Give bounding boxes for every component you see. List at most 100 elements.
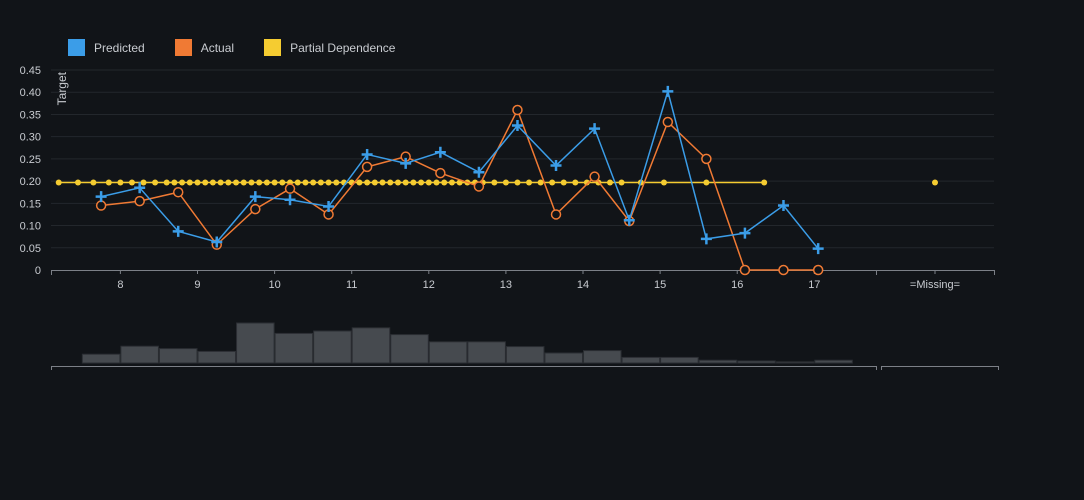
y-tick-label: 0.20 xyxy=(20,176,41,188)
partial-dependence-point xyxy=(248,179,255,186)
predicted-point xyxy=(623,214,635,226)
x-tick-label: 16 xyxy=(731,279,743,291)
histogram-bar xyxy=(814,359,853,364)
y-tick-label: 0.25 xyxy=(20,154,41,166)
x-tick-label: 17 xyxy=(808,279,820,291)
histogram-bar xyxy=(274,332,314,364)
x-tick-label: 9 xyxy=(194,279,200,291)
legend-swatch-actual xyxy=(174,39,192,56)
partial-dependence-missing-point xyxy=(932,179,938,186)
partial-dependence-point xyxy=(209,179,216,186)
legend-label-partial-dependence: Partial Dependence xyxy=(290,40,396,55)
partial-dependence-point xyxy=(152,179,159,186)
partial-dependence-point xyxy=(256,179,263,186)
partial-dependence-point xyxy=(761,179,768,186)
predicted-point xyxy=(134,182,146,194)
partial-dependence-point xyxy=(240,179,247,186)
actual-point xyxy=(172,186,184,198)
partial-dependence-point xyxy=(302,179,309,186)
actual-point xyxy=(739,264,751,276)
legend-label-actual: Actual xyxy=(200,40,235,55)
partial-dependence-point xyxy=(279,179,286,186)
x-tick-label: 14 xyxy=(577,279,589,291)
predicted-point xyxy=(777,200,789,212)
predicted-layer xyxy=(95,85,824,255)
predicted-point xyxy=(739,227,751,239)
partial-dependence-point xyxy=(171,179,178,186)
x-tick-label: 13 xyxy=(500,279,512,291)
partial-dependence-point xyxy=(117,179,124,186)
partial-dependence-point xyxy=(364,179,371,186)
partial-dependence-point xyxy=(526,179,533,186)
actual-point xyxy=(701,153,712,165)
histogram-bar xyxy=(236,322,275,364)
y-tick-label: 0.35 xyxy=(20,109,41,121)
chart-legend: Predicted Actual Partial Dependence xyxy=(68,39,425,56)
partial-dependence-point xyxy=(217,179,224,186)
predicted-point xyxy=(812,243,824,255)
partial-dependence-point xyxy=(410,179,417,186)
partial-dependence-point xyxy=(194,179,201,186)
y-axis-label: Target xyxy=(55,71,69,105)
missing-tick-label: =Missing= xyxy=(910,279,960,291)
histogram-bar xyxy=(120,345,159,364)
partial-dependence-point xyxy=(55,179,62,186)
partial-dependence-point xyxy=(549,179,556,186)
histogram-bar xyxy=(544,352,584,364)
predicted-point xyxy=(400,157,412,169)
partial-dependence-point xyxy=(333,179,340,186)
actual-point xyxy=(435,167,446,179)
histogram-bar xyxy=(505,346,545,364)
y-tick-label: 0.10 xyxy=(20,221,41,233)
histogram-bar xyxy=(583,350,622,364)
partial-dependence-point xyxy=(294,179,301,186)
partial-dependence-point xyxy=(433,179,440,186)
y-tick-label: 0.45 xyxy=(20,65,41,77)
predicted-point xyxy=(589,123,601,135)
predicted-point xyxy=(473,166,485,178)
partial-dependence-point xyxy=(74,179,81,186)
histogram-bar xyxy=(737,360,776,364)
predicted-point xyxy=(211,236,223,248)
histogram-bar xyxy=(775,361,815,364)
legend-item-actual[interactable]: Actual xyxy=(174,39,235,56)
partial-dependence-point xyxy=(537,179,544,186)
actual-point xyxy=(512,104,523,116)
predicted-point xyxy=(550,160,562,172)
legend-item-predicted[interactable]: Predicted xyxy=(68,39,145,56)
partial-dependence-layer xyxy=(55,179,938,186)
partial-dependence-point xyxy=(233,179,240,186)
partial-dependence-point xyxy=(606,179,613,186)
actual-point xyxy=(361,161,373,173)
y-tick-label: 0.30 xyxy=(20,132,41,144)
predicted-point xyxy=(249,191,261,203)
y-tick-label: 0 xyxy=(35,265,41,277)
partial-dependence-point xyxy=(179,179,186,186)
partial-dependence-point xyxy=(418,179,425,186)
partial-dependence-point xyxy=(90,179,97,186)
partial-dependence-point xyxy=(448,179,455,186)
histogram-bar xyxy=(351,327,391,364)
partial-dependence-point xyxy=(394,179,401,186)
histogram-bar xyxy=(467,341,506,364)
histogram-layer xyxy=(51,322,999,370)
predicted-line xyxy=(100,88,819,250)
predicted-point xyxy=(172,225,184,237)
partial-dependence-point xyxy=(387,179,394,186)
actual-point xyxy=(134,195,145,207)
y-tick-label: 0.05 xyxy=(20,243,41,255)
axis-layer: 0 0.05 0.10 0.15 0.20 0.25 0.30 0.35 0.40 0.45 Tar… xyxy=(20,65,995,291)
predicted-point xyxy=(434,146,446,158)
partial-dependence-point xyxy=(263,179,270,186)
partial-dependence-point xyxy=(441,179,448,186)
partial-dependence-point xyxy=(105,179,112,186)
histogram-bar xyxy=(390,334,429,364)
actual-point xyxy=(284,183,296,194)
legend-swatch-predicted xyxy=(68,39,85,56)
partial-dependence-point xyxy=(356,179,363,186)
partial-dependence-point xyxy=(425,179,432,186)
histogram-bar xyxy=(197,350,237,364)
histogram-bar xyxy=(158,348,198,364)
legend-item-partial-dependence[interactable]: Partial Dependence xyxy=(264,39,395,56)
partial-dependence-point xyxy=(225,179,232,186)
